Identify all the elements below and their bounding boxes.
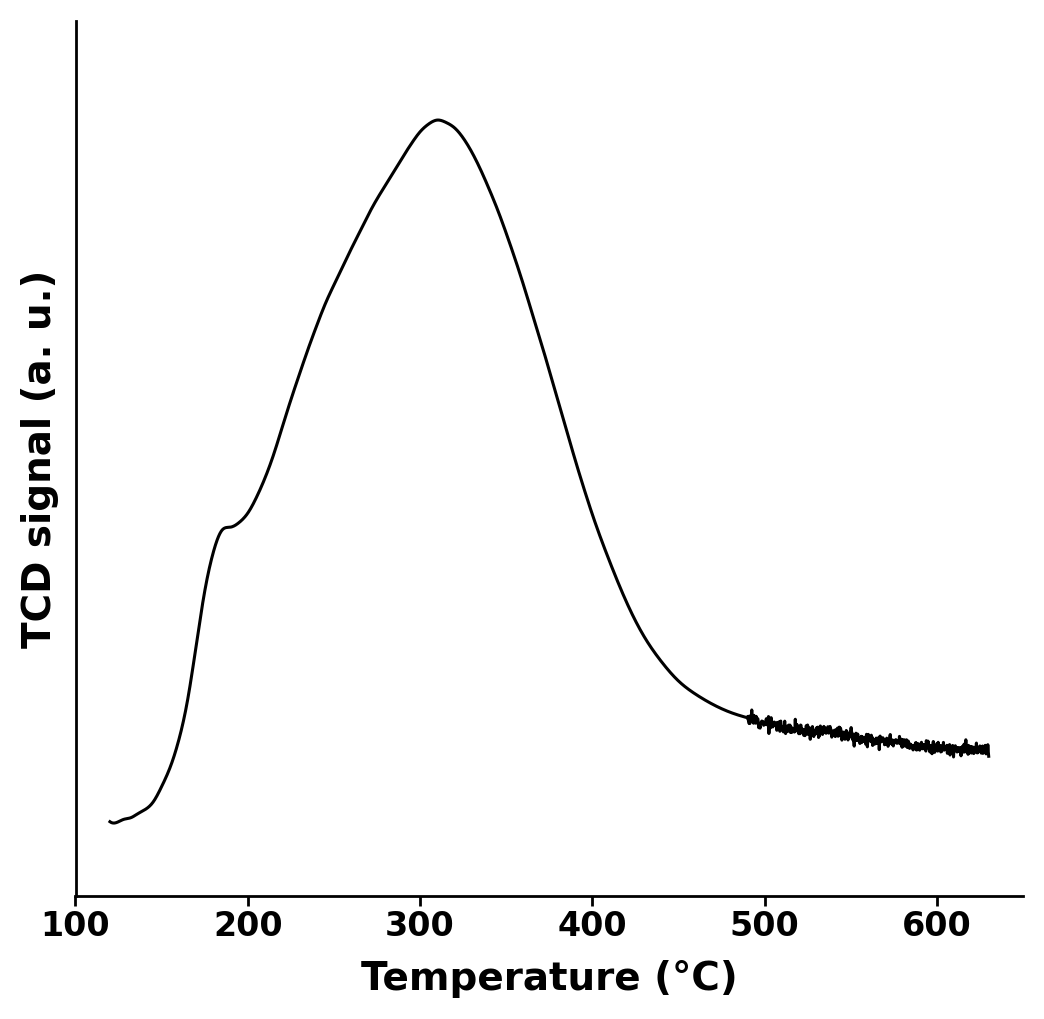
Y-axis label: TCD signal (a. u.): TCD signal (a. u.) xyxy=(21,269,58,647)
X-axis label: Temperature (°C): Temperature (°C) xyxy=(361,960,738,999)
